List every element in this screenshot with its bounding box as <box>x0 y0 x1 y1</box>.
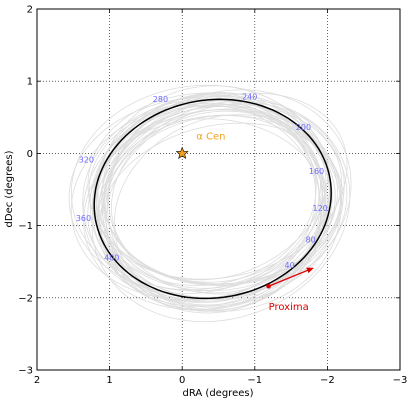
y-tick-label: 0 <box>27 149 33 160</box>
orbit-time-label: 280 <box>153 95 168 104</box>
sample-orbit-line <box>92 102 328 299</box>
orbit-time-label: 80 <box>306 236 316 245</box>
x-tick-label: 2 <box>34 375 40 386</box>
sample-orbit-line <box>88 103 343 286</box>
sample-orbit-line <box>102 100 331 312</box>
sample-orbit-line <box>95 92 348 295</box>
x-tick-label: 0 <box>179 375 185 386</box>
x-axis-title: dRA (degrees) <box>183 388 254 399</box>
orbit-time-label: 200 <box>296 123 311 132</box>
y-tick-label: −2 <box>18 293 33 304</box>
sample-orbit-line <box>92 118 327 292</box>
star-markers: α Cen Proxima <box>175 131 314 313</box>
sample-orbit-line <box>95 104 317 286</box>
orbit-time-label: 40 <box>285 261 295 270</box>
orbit-time-labels: 40 80 120 160 200 240 280 320 360 400 <box>76 93 328 270</box>
x-tick-label: −2 <box>320 375 335 386</box>
y-tick-label: 2 <box>27 5 33 16</box>
orbit-time-label: 360 <box>76 214 91 223</box>
sample-orbit-line <box>68 97 336 298</box>
sample-orbit-line <box>98 122 344 301</box>
orbit-time-label: 320 <box>79 155 94 164</box>
alpha-cen-label: α Cen <box>196 131 225 142</box>
proxima-motion-arrow <box>268 267 314 287</box>
y-tick-label: 1 <box>27 77 33 88</box>
proxima-marker <box>266 283 271 289</box>
alpha-cen-star-marker <box>175 146 189 159</box>
sample-orbit-line <box>100 110 326 310</box>
orbit-time-label: 400 <box>104 254 119 263</box>
plot-frame <box>36 8 401 371</box>
x-tick-label: 1 <box>106 375 112 386</box>
sample-orbit-line <box>98 89 352 307</box>
sample-orbit-line <box>82 99 324 303</box>
sample-orbit-line <box>104 114 342 285</box>
orbit-time-label: 120 <box>312 204 327 213</box>
best-orbit-line <box>93 98 332 300</box>
y-tick-label: −1 <box>18 221 33 232</box>
orbit-time-label: 160 <box>309 167 324 176</box>
sample-orbits <box>68 84 352 322</box>
y-tick-label: −3 <box>18 366 33 377</box>
orbit-time-label: 240 <box>242 93 257 102</box>
y-axis-title: dDec (degrees) <box>4 150 15 227</box>
sample-orbit-line <box>91 98 351 322</box>
sample-orbit-line <box>87 92 338 285</box>
sample-orbit-line <box>105 102 345 303</box>
proxima-label: Proxima <box>269 302 309 313</box>
best-orbit-layer <box>93 98 332 300</box>
x-tick-label: −3 <box>393 375 408 386</box>
x-tick-label: −1 <box>247 375 262 386</box>
